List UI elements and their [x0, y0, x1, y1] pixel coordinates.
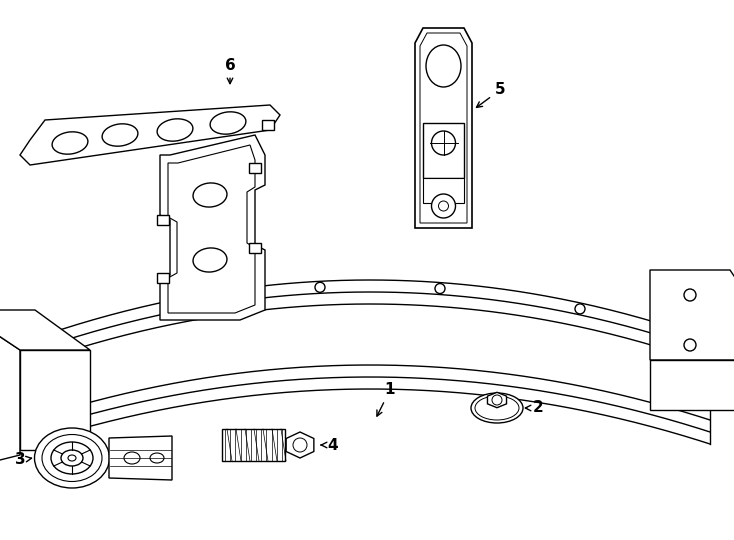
Bar	[262, 120, 274, 130]
Bar	[157, 273, 169, 283]
Text: 3: 3	[15, 453, 32, 468]
Ellipse shape	[51, 442, 93, 474]
Polygon shape	[286, 432, 314, 458]
Polygon shape	[650, 270, 734, 360]
Polygon shape	[650, 360, 734, 410]
Text: 6: 6	[225, 57, 236, 84]
Polygon shape	[487, 392, 506, 408]
Ellipse shape	[426, 45, 461, 87]
Ellipse shape	[157, 119, 193, 141]
Ellipse shape	[150, 453, 164, 463]
Polygon shape	[415, 28, 472, 228]
Text: 5: 5	[476, 83, 505, 107]
Ellipse shape	[193, 248, 227, 272]
Text: 1: 1	[377, 382, 395, 416]
Bar	[157, 215, 169, 225]
Ellipse shape	[475, 396, 519, 420]
Ellipse shape	[193, 183, 227, 207]
Polygon shape	[222, 429, 285, 461]
Polygon shape	[0, 310, 20, 470]
Ellipse shape	[210, 112, 246, 134]
Polygon shape	[423, 123, 464, 178]
Circle shape	[432, 131, 456, 155]
Circle shape	[438, 201, 448, 211]
Ellipse shape	[52, 132, 88, 154]
Ellipse shape	[471, 393, 523, 423]
Polygon shape	[168, 145, 255, 313]
Bar	[249, 163, 261, 173]
Ellipse shape	[124, 452, 140, 464]
Ellipse shape	[68, 455, 76, 461]
Polygon shape	[423, 178, 464, 203]
Circle shape	[432, 194, 456, 218]
Bar	[249, 243, 261, 253]
Polygon shape	[109, 436, 172, 480]
Ellipse shape	[42, 435, 102, 482]
Ellipse shape	[61, 450, 83, 466]
Polygon shape	[20, 105, 280, 165]
Ellipse shape	[102, 124, 138, 146]
Polygon shape	[20, 350, 90, 450]
Ellipse shape	[34, 428, 109, 488]
Polygon shape	[0, 310, 90, 350]
Circle shape	[435, 284, 445, 294]
Circle shape	[684, 289, 696, 301]
Circle shape	[315, 282, 325, 292]
Text: 2: 2	[526, 401, 543, 415]
Circle shape	[293, 438, 307, 452]
Text: 4: 4	[321, 437, 338, 453]
Polygon shape	[160, 135, 265, 320]
Polygon shape	[420, 33, 467, 223]
Circle shape	[684, 339, 696, 351]
Circle shape	[575, 304, 585, 314]
Circle shape	[492, 395, 502, 405]
